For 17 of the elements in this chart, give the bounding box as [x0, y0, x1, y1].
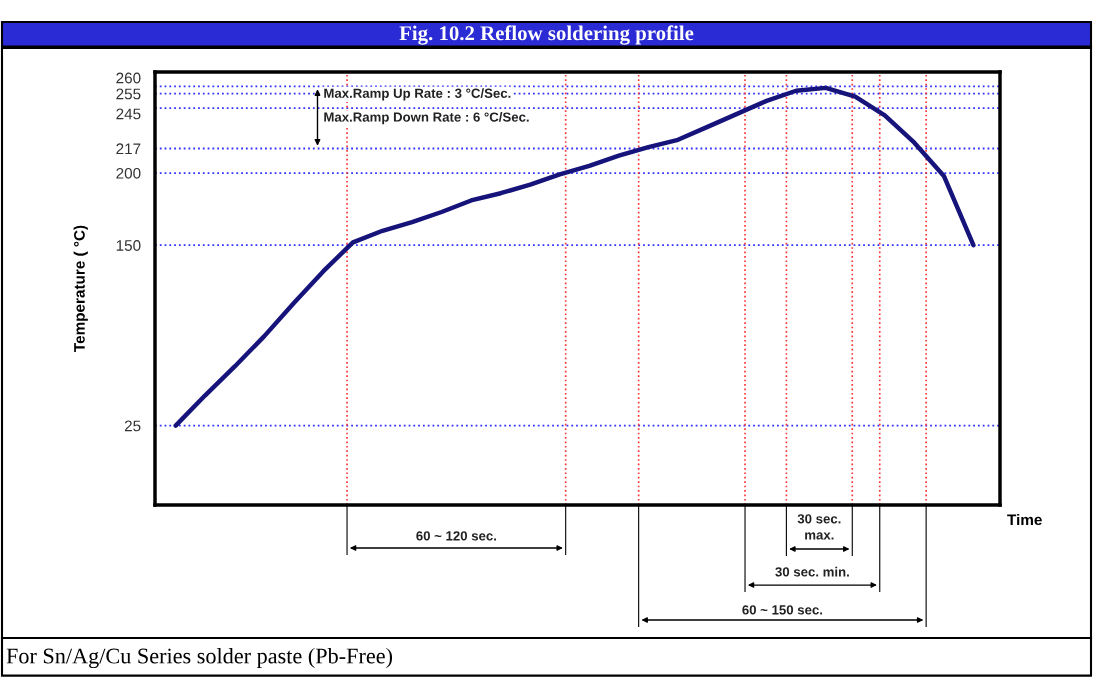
y-tick-label: 255	[116, 88, 141, 100]
y-tick-label: 245	[116, 108, 141, 120]
text: 30 sec. min.	[775, 566, 849, 577]
x-axis-title: Time	[1007, 513, 1042, 526]
annotation: Max.Ramp Down Rate : 6 °C/Sec.	[324, 112, 529, 125]
y-axis-title: Temperature ( °C)	[73, 225, 88, 352]
y-tick-label: 150	[116, 240, 141, 251]
annotation: Max.Ramp Up Rate : 3 °C/Sec.	[324, 88, 511, 101]
y-tick-label: 260	[116, 72, 141, 84]
chart-title: Fig. 10.2 Reflow soldering profile	[399, 25, 694, 45]
text: 60 ~ 150 sec.	[742, 605, 823, 615]
y-tick-label: 200	[116, 167, 141, 179]
text: 30 sec. max.	[797, 514, 841, 540]
text: For Sn/Ag/Cu Series solder paste (Pb-Free)	[6, 647, 393, 669]
y-tick-label: 217	[116, 143, 141, 155]
y-tick-label: 25	[124, 420, 141, 432]
text: 60 ~ 120 sec.	[416, 531, 496, 541]
